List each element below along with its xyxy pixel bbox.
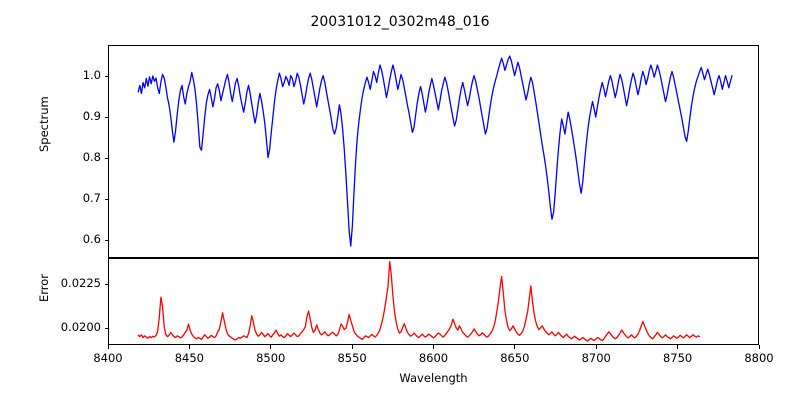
y-tick-label-top-1: 1.0: [82, 67, 101, 82]
y-tick-label-top-0.7: 0.7: [82, 190, 101, 205]
x-tick-label-8750: 8750: [662, 351, 693, 365]
x-tick-label-8550: 8550: [337, 351, 367, 365]
error-line-chart: [109, 259, 758, 344]
page-title: 20031012_0302m48_016: [310, 14, 490, 30]
spectrum-line-chart: [109, 46, 758, 257]
error-data-line: [138, 262, 699, 341]
x-tick-mark-8750: [677, 345, 679, 349]
x-tick-label-8650: 8650: [500, 351, 530, 365]
x-tick-label-8450: 8450: [174, 351, 205, 365]
x-tick-label-8700: 8700: [581, 351, 611, 365]
x-tick-mark-8500: [270, 345, 272, 349]
x-tick-mark-8650: [514, 345, 516, 349]
x-tick-label-8600: 8600: [418, 351, 449, 365]
spectrum-data-line: [138, 56, 732, 246]
x-tick-label-8400: 8400: [93, 351, 123, 365]
y-tick-label-top-0.6: 0.6: [82, 231, 101, 246]
y-tick-label-bottom-0.02: 0.0200: [60, 320, 101, 335]
x-tick-label-8800: 8800: [744, 351, 774, 365]
error-panel: [108, 258, 759, 345]
spectrum-panel: [108, 45, 759, 258]
x-tick-mark-8550: [351, 345, 353, 349]
x-tick-mark-8400: [107, 345, 109, 349]
x-axis-label: Wavelength: [399, 371, 468, 385]
x-tick-mark-8800: [758, 345, 760, 349]
x-tick-mark-8700: [595, 345, 597, 349]
x-tick-mark-8450: [188, 345, 190, 349]
x-tick-label-8500: 8500: [256, 351, 286, 365]
x-tick-mark-8600: [433, 345, 434, 349]
